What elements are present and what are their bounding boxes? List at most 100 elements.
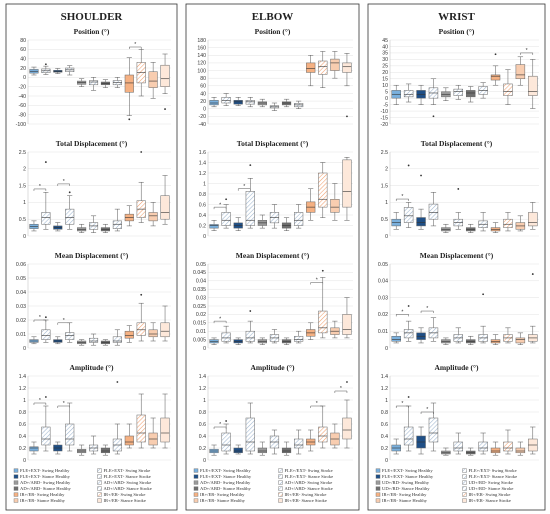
significance-bracket [213, 320, 227, 324]
y-tick-label: 80 [200, 76, 206, 82]
legend-label: FLE+EXT- Stance Stroke [104, 474, 151, 479]
box-7 [478, 325, 488, 344]
significance-star: * [134, 42, 136, 48]
significance-bracket [310, 405, 324, 408]
box-body [478, 441, 488, 452]
box-body [257, 101, 267, 106]
box-body [136, 414, 146, 443]
legend-label: UD+/RD- Stance Healthy [382, 486, 430, 491]
legend-label: IR+/ER- Stance Healthy [382, 498, 428, 503]
significance-star: * [219, 202, 221, 208]
box-6 [465, 223, 476, 233]
significance-star: * [39, 184, 41, 190]
box-10 [148, 322, 158, 342]
significance-star: * [316, 401, 318, 407]
box-1 [41, 65, 51, 75]
y-tick-label: 0 [385, 346, 388, 352]
legend-label: FLE+/EXT- Swing Healthy [200, 468, 251, 473]
box-body [318, 172, 328, 208]
legend-swatch [462, 474, 467, 479]
box-5 [453, 327, 464, 344]
box-9 [503, 327, 513, 344]
box-body [245, 330, 255, 342]
y-tick-label: 1.5 [19, 183, 26, 189]
y-tick-label: 0.6 [19, 422, 26, 428]
y-tick-label: 0.5 [19, 217, 26, 223]
y-tick-label: 0.04 [16, 290, 26, 296]
box-0 [209, 220, 219, 231]
y-tick-label: 0.4 [199, 434, 206, 440]
y-tick-label: 0.01 [196, 329, 206, 335]
box-body [245, 100, 255, 105]
box-body [342, 314, 352, 335]
box-11 [160, 305, 170, 342]
box-1 [403, 202, 414, 228]
box-body [515, 64, 526, 80]
box-2 [53, 336, 63, 345]
box-body [281, 447, 292, 454]
legend-label: AD+/ABD- Stance Healthy [20, 486, 72, 491]
box-body [342, 417, 352, 440]
legend-swatch [193, 492, 199, 497]
box-body [160, 195, 170, 220]
y-tick-label: -20 [199, 114, 207, 120]
y-tick-label: 1 [23, 398, 26, 404]
chart-title: Total Displacement (°) [56, 139, 128, 148]
significance-bracket [420, 310, 434, 314]
legend-swatch [13, 468, 19, 473]
box-body [245, 417, 255, 452]
box-8 [124, 205, 134, 227]
box-5 [453, 432, 464, 455]
significance-bracket [57, 322, 70, 325]
y-tick-label: 35 [382, 51, 388, 57]
legend-label: IR+/ER- Stance Healthy [200, 498, 246, 503]
significance-star: * [39, 315, 41, 321]
y-tick-label: 0.02 [196, 312, 206, 318]
box-body [528, 212, 538, 227]
box-body [221, 432, 231, 452]
box-8 [306, 322, 316, 340]
y-tick-label: 160 [197, 45, 206, 51]
box-body [294, 335, 304, 342]
significance-bracket [334, 390, 348, 393]
significance-star: * [426, 407, 428, 413]
box-body [221, 332, 231, 342]
legend-label: FLE+/EXT- Stance Healthy [200, 474, 252, 479]
box-2 [233, 97, 243, 106]
y-tick-label: 0.4 [381, 434, 388, 440]
y-tick-label: 2.5 [381, 150, 388, 156]
box-body [330, 58, 340, 71]
outlier-point [249, 310, 252, 312]
box-1 [41, 319, 51, 343]
legend-swatch [97, 498, 102, 503]
y-tick-label: 25 [382, 64, 388, 70]
box-body [294, 438, 304, 449]
significance-bracket [33, 402, 47, 405]
significance-bracket [213, 206, 227, 210]
y-tick-label: 0 [23, 458, 26, 464]
outlier-point [494, 53, 497, 56]
box-body [515, 337, 526, 344]
box-body [403, 90, 414, 98]
box-body [221, 212, 231, 226]
y-tick-label: 0 [385, 234, 388, 240]
box-body [416, 217, 426, 227]
box-4 [441, 87, 451, 101]
box-9 [318, 162, 328, 218]
box-3 [428, 317, 439, 342]
y-tick-label: 0.5 [381, 217, 388, 223]
y-tick-label: -10 [381, 109, 389, 115]
box-11 [342, 297, 352, 339]
significance-star: * [526, 48, 528, 54]
box-6 [465, 447, 476, 456]
significance-bracket [57, 183, 70, 186]
y-tick-label: 40 [382, 44, 388, 50]
box-6 [281, 98, 292, 108]
box-body [453, 441, 464, 452]
legend-label: AD+/ABD- Stance Stroke [285, 486, 333, 491]
panel-title: SHOULDER [61, 11, 124, 23]
legend-label: IR+/ER- Stance Healthy [20, 498, 66, 503]
y-tick-label: -20 [19, 84, 27, 90]
y-tick-label: 0.05 [378, 262, 388, 268]
charts-layer: Position (°)-100-80-60-40-20020406080*To… [16, 27, 539, 464]
